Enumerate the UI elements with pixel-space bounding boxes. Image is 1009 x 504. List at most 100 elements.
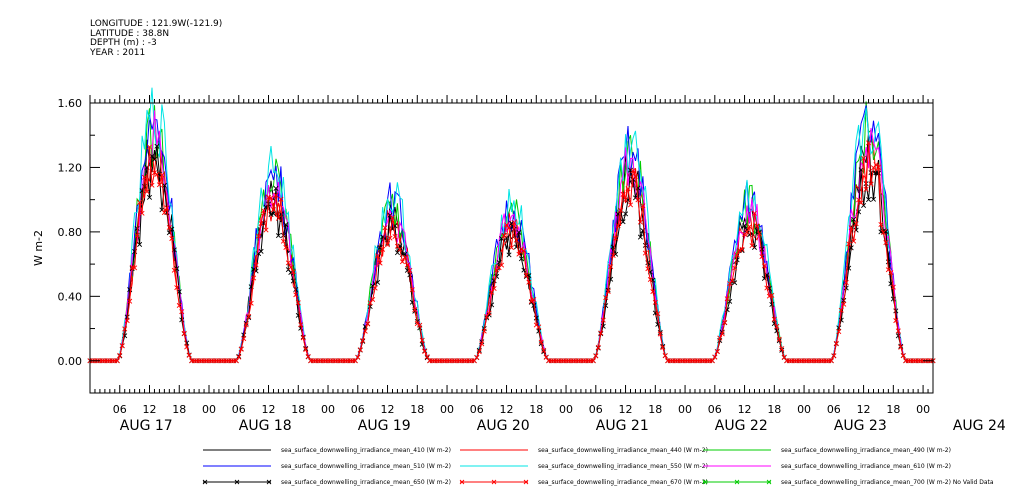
series-marker [655, 311, 661, 317]
series-marker [848, 225, 854, 231]
series-line [90, 146, 933, 362]
series-marker [751, 244, 758, 250]
series-marker [637, 234, 643, 240]
series-marker [402, 254, 408, 260]
series-marker [761, 263, 767, 269]
series-marker [154, 171, 160, 177]
series-marker [511, 220, 517, 226]
series-marker [365, 321, 371, 327]
series-marker [256, 233, 262, 239]
series-marker [303, 347, 309, 353]
series-marker [184, 344, 190, 350]
series-marker [471, 358, 477, 364]
series-marker [645, 266, 651, 272]
series-marker [533, 315, 539, 321]
series-marker [362, 328, 368, 334]
y-axis-title: W m-2 [32, 230, 45, 266]
series-marker [417, 322, 423, 328]
series-marker [275, 215, 281, 221]
series-marker [657, 331, 663, 337]
series-marker [722, 319, 728, 326]
x-hour-label: 06 [232, 403, 246, 416]
series-marker [117, 352, 123, 358]
x-hour-label: 00 [916, 403, 930, 416]
series-marker [409, 287, 415, 293]
x-axis: 06 12 18 00 06 12 18 00 06 12 18 00 06 12 18 00 06 12 18 00… [89, 95, 1006, 434]
series-marker [164, 205, 170, 211]
legend-entry-label: sea_surface_downwelling_irradiance_mean_… [781, 463, 951, 470]
series-marker [142, 174, 148, 180]
legend-swatch-marker [766, 479, 772, 485]
series-marker [134, 226, 140, 232]
series-marker [501, 233, 507, 239]
series-marker [637, 219, 643, 225]
series-marker [154, 143, 160, 149]
series-marker [833, 340, 839, 346]
legend-entry-label: sea_surface_downwelling_irradiance_mean_… [538, 479, 708, 486]
x-hour-label: 00 [440, 403, 454, 416]
metadata-block: LONGITUDE : 121.9W(-121.9) LATITUDE : 38… [90, 19, 223, 58]
x-hour-label: 00 [678, 403, 692, 416]
series-marker [518, 256, 524, 262]
series-marker [243, 322, 249, 328]
legend-swatch-marker [459, 479, 465, 485]
series-marker [528, 298, 534, 304]
series-marker [171, 267, 177, 273]
series-marker [831, 353, 837, 359]
series-marker [717, 335, 723, 341]
x-date-label: AUG 17 [120, 418, 173, 434]
series-marker [151, 156, 157, 162]
series-marker [489, 289, 495, 295]
series-marker [355, 354, 361, 360]
legend-entry-label: sea_surface_downwelling_irradiance_mean_… [281, 447, 451, 454]
series-marker [893, 318, 899, 324]
series-marker [521, 248, 527, 254]
series-marker [392, 234, 398, 240]
series-marker [179, 309, 185, 315]
series-marker [623, 211, 629, 217]
series-marker [382, 225, 388, 231]
series-marker [508, 245, 515, 251]
legend-swatch-marker [702, 479, 708, 485]
series-marker [389, 214, 396, 221]
series-marker [709, 358, 715, 364]
series-marker [124, 318, 130, 324]
series-marker [516, 229, 522, 235]
series-marker [159, 172, 165, 178]
x-hour-label: 06 [351, 403, 365, 416]
series-marker [719, 331, 725, 337]
series-marker [144, 189, 150, 195]
longitude-label: LONGITUDE : 121.9W(-121.9) [90, 19, 223, 29]
x-date-label: AUG 22 [715, 418, 768, 434]
series-marker [236, 354, 242, 360]
series-marker [387, 235, 393, 241]
series-marker [397, 246, 403, 252]
series-marker [360, 337, 366, 344]
x-hour-label: 12 [500, 403, 514, 416]
series-marker [166, 224, 172, 230]
series-marker [714, 349, 720, 355]
series-marker [285, 260, 291, 266]
latitude-label: LATITUDE : 38.8N [90, 28, 170, 39]
series-marker [479, 341, 485, 347]
series-marker [357, 347, 363, 353]
series-marker [662, 353, 668, 359]
series-line [90, 105, 933, 362]
series-marker [290, 269, 296, 275]
series-marker [122, 326, 128, 332]
x-hour-label: 06 [470, 403, 484, 416]
series-marker [375, 253, 381, 259]
series-marker [870, 165, 877, 171]
series-marker [137, 199, 143, 206]
series-marker [149, 182, 155, 188]
series-marker [280, 238, 286, 244]
series-marker [300, 335, 306, 341]
series-marker [531, 303, 537, 309]
series-marker [724, 296, 730, 302]
series-marker [851, 238, 857, 244]
series-marker [875, 164, 881, 170]
series-marker [404, 262, 410, 268]
series-marker [647, 277, 653, 283]
x-date-label: AUG 21 [596, 418, 649, 434]
series-marker [174, 266, 180, 272]
